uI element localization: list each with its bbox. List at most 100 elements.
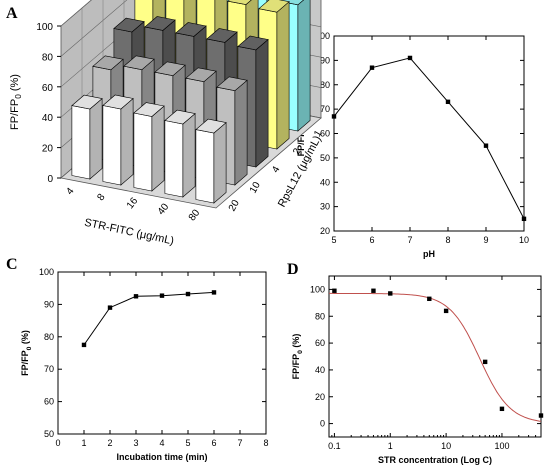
x-axis-label: Incubation time (min) bbox=[117, 452, 208, 462]
x-axis-label: STR concentration (Log C) bbox=[378, 455, 492, 465]
y-tick-label: 20 bbox=[315, 392, 325, 402]
data-point bbox=[499, 406, 505, 412]
x-tick-label: 4 bbox=[159, 438, 164, 448]
data-point bbox=[388, 291, 393, 296]
y-tick-label: 80 bbox=[44, 332, 54, 342]
x-tick-label: 1 bbox=[81, 438, 86, 448]
bar-side bbox=[120, 97, 134, 186]
fit-curve bbox=[329, 292, 542, 422]
y-tick-label: 60 bbox=[320, 129, 330, 139]
x-tick-label: 8 bbox=[95, 192, 107, 204]
bar-front bbox=[71, 105, 91, 180]
series-tick-label: 1 bbox=[312, 128, 325, 139]
x-tick-label: 9 bbox=[483, 235, 488, 245]
bar bbox=[71, 94, 103, 180]
data-point bbox=[211, 290, 217, 295]
y-tick-label: 60 bbox=[315, 338, 325, 348]
bar-top bbox=[123, 55, 155, 71]
panel-label-d: D bbox=[287, 261, 299, 278]
data-point bbox=[445, 99, 451, 105]
y-tick-label: 80 bbox=[315, 311, 325, 321]
bar bbox=[102, 94, 134, 186]
bar-front bbox=[195, 129, 215, 204]
y-tick-label: 0 bbox=[320, 419, 325, 429]
data-point bbox=[159, 293, 165, 298]
y-tick-label: 90 bbox=[44, 299, 54, 309]
y-tick-label: 70 bbox=[320, 104, 330, 114]
x-axis-label: STR-FITC (μg/mL) bbox=[83, 217, 175, 248]
bar-side bbox=[182, 112, 196, 198]
y-axis-label: FP/FP0 (%) bbox=[20, 330, 33, 376]
bar-front bbox=[133, 112, 153, 192]
x-tick-label: 5 bbox=[185, 438, 190, 448]
y-tick-label: 40 bbox=[320, 177, 330, 187]
bar-top bbox=[71, 94, 103, 110]
x-tick-label: 4 bbox=[64, 186, 76, 198]
series-line bbox=[83, 291, 215, 346]
panel-label-a: A bbox=[6, 5, 18, 22]
y-tick-label: 40 bbox=[315, 365, 325, 375]
z-axis-label: FP/FP0 (%) bbox=[9, 74, 23, 130]
y-tick-label: 70 bbox=[44, 364, 54, 374]
grid-line bbox=[60, 0, 128, 57]
x-tick-label: 80 bbox=[187, 207, 203, 223]
bar-top bbox=[258, 0, 290, 13]
x-tick-label: 10 bbox=[441, 441, 451, 451]
y-tick-label: 50 bbox=[320, 153, 330, 163]
bar-top bbox=[175, 22, 207, 37]
bar-side bbox=[89, 97, 103, 180]
bar-top bbox=[237, 35, 269, 51]
bar-top bbox=[195, 118, 227, 134]
data-point bbox=[482, 359, 488, 365]
bar-top bbox=[216, 76, 248, 92]
bar-top bbox=[206, 28, 238, 43]
bar-side bbox=[234, 79, 248, 186]
data-point bbox=[332, 288, 337, 293]
y-tick-label: 50 bbox=[44, 429, 54, 439]
data-point bbox=[483, 143, 489, 148]
bar-top bbox=[102, 94, 134, 110]
x-tick-label: 6 bbox=[369, 235, 374, 245]
x-tick-label: 8 bbox=[445, 235, 450, 245]
bar-front bbox=[102, 105, 122, 186]
chart-C: 50 60 70 80 90 100 0 1 2 3 4 5 6 7 8 Incubation time (m… bbox=[20, 267, 269, 462]
x-tick-label: 6 bbox=[211, 438, 216, 448]
data-point bbox=[185, 291, 191, 297]
data-point bbox=[538, 413, 544, 418]
plot-frame bbox=[328, 275, 542, 438]
series-tick-label: 20 bbox=[227, 198, 242, 214]
z-tick-label: 80 bbox=[42, 52, 54, 63]
y-tick-label: 100 bbox=[310, 284, 325, 294]
y-tick-label: 60 bbox=[44, 397, 54, 407]
bar-side bbox=[213, 121, 227, 204]
x-tick-label: 8 bbox=[263, 438, 268, 448]
x-tick-label: 40 bbox=[156, 201, 172, 217]
y-tick-label: 90 bbox=[320, 55, 330, 65]
bar-top bbox=[92, 55, 124, 71]
bar-side bbox=[255, 38, 269, 168]
data-point bbox=[407, 55, 413, 61]
y-tick-label: 100 bbox=[39, 267, 54, 277]
series-tick-label: 4 bbox=[270, 164, 283, 175]
data-point bbox=[107, 305, 113, 310]
bar-side bbox=[297, 0, 311, 132]
x-tick-label: 2 bbox=[107, 438, 112, 448]
bar-front bbox=[164, 120, 184, 198]
z-tick-label: 100 bbox=[36, 22, 53, 33]
data-point bbox=[443, 308, 449, 314]
bar-top bbox=[113, 17, 145, 33]
x-tick-label: 7 bbox=[407, 235, 412, 245]
series-line bbox=[333, 57, 525, 220]
x-tick-label: 0.1 bbox=[328, 441, 341, 451]
data-point bbox=[133, 294, 139, 299]
bar-top bbox=[227, 0, 252, 5]
x-tick-label: 100 bbox=[494, 441, 509, 451]
z-tick-label: 40 bbox=[42, 113, 54, 124]
data-point bbox=[521, 216, 527, 222]
bar bbox=[133, 102, 165, 192]
data-point bbox=[369, 65, 375, 70]
x-tick-label: 7 bbox=[237, 438, 242, 448]
series-tick-label: 10 bbox=[248, 180, 263, 196]
